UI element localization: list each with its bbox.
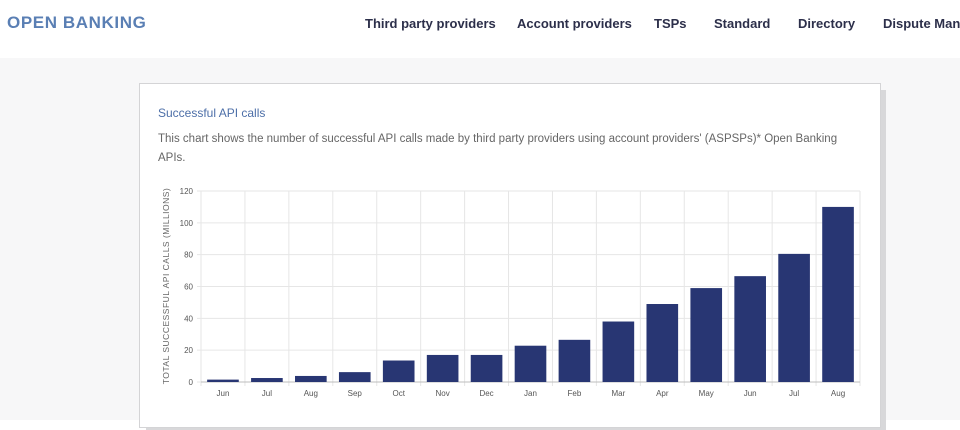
chart-labels: 0 20 40 60 80 100 120 Jun Jul Aug Sep Oct Nov Dec Jan F… — [180, 187, 846, 398]
y-tick-label: 100 — [180, 219, 194, 228]
api-calls-bar-chart: 0 20 40 60 80 100 120 Jun Jul Aug Sep Oct Nov Dec Jan F… — [161, 187, 861, 398]
x-tick-label: Jul — [789, 389, 799, 398]
nav-third-party-providers[interactable]: Third party providers — [365, 16, 496, 31]
nav-standard[interactable]: Standard — [714, 16, 771, 31]
api-calls-card: Successful API calls This chart shows th… — [139, 83, 881, 428]
nav-directory[interactable]: Directory — [798, 16, 856, 31]
bar-dec-6[interactable] — [470, 354, 503, 382]
y-tick-label: 120 — [180, 187, 194, 196]
card-title: Successful API calls — [158, 106, 266, 120]
y-tick-label: 60 — [184, 283, 193, 292]
y-tick-label: 20 — [184, 346, 193, 355]
x-tick-label: Feb — [568, 389, 582, 398]
x-tick-label: Jul — [262, 389, 272, 398]
bar-jul-1[interactable] — [251, 378, 283, 382]
x-tick-label: Oct — [392, 389, 405, 398]
y-tick-label: 0 — [189, 378, 194, 387]
bar-may-11[interactable] — [690, 288, 723, 382]
x-tick-label: Jun — [217, 389, 230, 398]
x-tick-label: Jun — [744, 389, 757, 398]
bar-nov-5[interactable] — [426, 354, 459, 382]
x-tick-label: Dec — [479, 389, 493, 398]
nav-tsps[interactable]: TSPs — [654, 16, 687, 31]
bar-jun-0[interactable] — [207, 379, 239, 382]
bar-jan-7[interactable] — [514, 345, 547, 382]
card-description: This chart shows the number of successfu… — [158, 133, 838, 164]
x-tick-label: Aug — [831, 389, 845, 398]
y-tick-label: 40 — [184, 314, 193, 323]
bar-jul-13[interactable] — [778, 253, 810, 382]
bar-oct-4[interactable] — [382, 360, 415, 382]
x-tick-label: Mar — [611, 389, 625, 398]
site-header: OPEN BANKING Third party providers Accou… — [0, 0, 960, 58]
nav-account-providers[interactable]: Account providers — [517, 16, 632, 31]
x-tick-label: Nov — [436, 389, 450, 398]
x-tick-label: Aug — [304, 389, 318, 398]
bar-aug-2[interactable] — [295, 375, 327, 382]
x-tick-label: Apr — [656, 389, 669, 398]
x-tick-label: May — [699, 389, 714, 398]
x-tick-label: Sep — [348, 389, 363, 398]
open-banking-logo[interactable]: OPEN BANKING — [7, 13, 147, 32]
y-axis-label: TOTAL SUCCESSFUL API CALLS (MILLIONS) — [161, 188, 171, 385]
y-tick-label: 80 — [184, 251, 193, 260]
bar-jun-12[interactable] — [734, 276, 766, 382]
x-tick-label: Jan — [524, 389, 537, 398]
bar-apr-10[interactable] — [646, 304, 679, 382]
bar-feb-8[interactable] — [558, 339, 591, 382]
chart-bars — [207, 206, 854, 382]
nav-dispute-management[interactable]: Dispute Mana — [883, 16, 960, 31]
main-nav: Third party providers Account providers … — [0, 16, 960, 36]
bar-aug-14[interactable] — [822, 206, 854, 382]
bar-mar-9[interactable] — [602, 321, 635, 382]
bar-sep-3[interactable] — [338, 372, 371, 382]
